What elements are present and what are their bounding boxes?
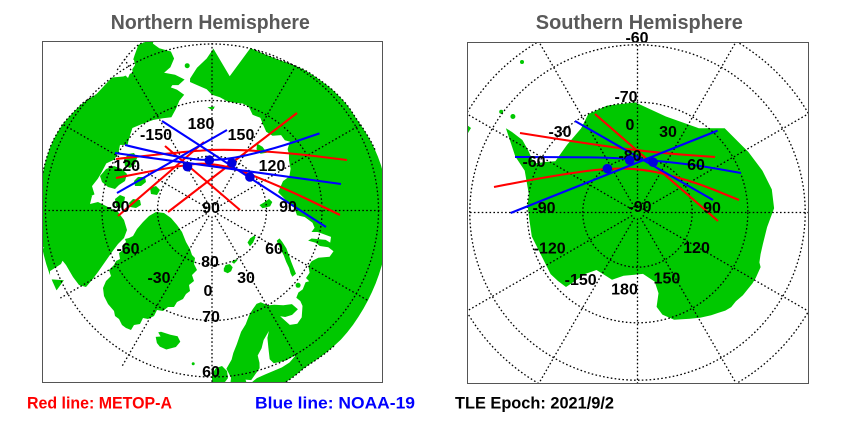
svg-text:60: 60: [202, 364, 220, 381]
svg-text:120: 120: [259, 158, 286, 175]
svg-text:-70: -70: [614, 89, 637, 106]
svg-text:90: 90: [703, 200, 721, 217]
svg-text:-150: -150: [565, 272, 597, 289]
svg-text:90: 90: [279, 199, 297, 216]
svg-text:30: 30: [237, 270, 255, 287]
svg-text:120: 120: [683, 240, 710, 257]
svg-text:-120: -120: [108, 158, 140, 175]
svg-text:Red line: METOP-A: Red line: METOP-A: [27, 394, 172, 412]
svg-text:150: 150: [654, 270, 681, 287]
svg-text:80: 80: [201, 254, 219, 271]
svg-text:-120: -120: [534, 241, 566, 258]
svg-text:0: 0: [626, 117, 635, 134]
svg-text:Blue line: NOAA-19: Blue line: NOAA-19: [255, 394, 415, 412]
svg-text:90: 90: [202, 200, 220, 217]
svg-text:0: 0: [204, 283, 213, 300]
svg-text:60: 60: [687, 157, 705, 174]
svg-text:-30: -30: [147, 270, 170, 287]
svg-text:180: 180: [611, 282, 638, 299]
svg-text:Northern Hemisphere: Northern Hemisphere: [111, 12, 310, 34]
svg-text:Southern Hemisphere: Southern Hemisphere: [536, 12, 743, 34]
svg-text:TLE Epoch: 2021/9/2: TLE Epoch: 2021/9/2: [455, 394, 614, 412]
svg-text:-60: -60: [522, 154, 545, 171]
svg-text:-60: -60: [625, 30, 648, 47]
svg-text:180: 180: [188, 116, 215, 133]
svg-text:30: 30: [659, 124, 677, 141]
svg-text:-60: -60: [116, 241, 139, 258]
svg-text:-90: -90: [628, 199, 651, 216]
svg-text:-30: -30: [548, 124, 571, 141]
svg-text:-90: -90: [532, 200, 555, 217]
svg-text:-150: -150: [140, 127, 172, 144]
svg-text:-90: -90: [106, 199, 129, 216]
svg-text:150: 150: [228, 127, 255, 144]
svg-text:60: 60: [265, 241, 283, 258]
svg-text:70: 70: [202, 309, 220, 326]
